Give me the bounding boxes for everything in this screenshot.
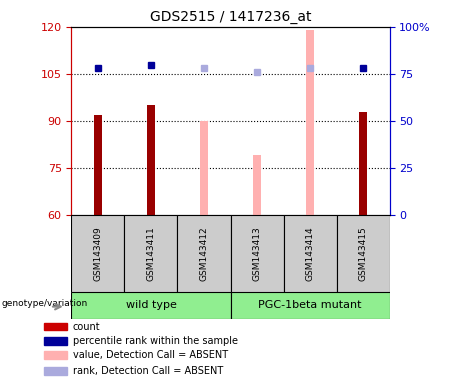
- Bar: [44, 337, 67, 345]
- Bar: [337, 215, 390, 292]
- Text: GSM143412: GSM143412: [200, 226, 208, 281]
- Bar: [200, 121, 208, 215]
- Text: rank, Detection Call = ABSENT: rank, Detection Call = ABSENT: [73, 366, 223, 376]
- Text: GSM143414: GSM143414: [306, 226, 314, 281]
- Bar: [230, 215, 284, 292]
- Text: percentile rank within the sample: percentile rank within the sample: [73, 336, 238, 346]
- Bar: [44, 323, 67, 331]
- Bar: [253, 156, 261, 215]
- Text: count: count: [73, 321, 100, 331]
- Bar: [71, 215, 124, 292]
- Title: GDS2515 / 1417236_at: GDS2515 / 1417236_at: [150, 10, 311, 25]
- Bar: [94, 115, 102, 215]
- Bar: [230, 292, 390, 319]
- Bar: [177, 215, 230, 292]
- Bar: [44, 367, 67, 375]
- Bar: [124, 215, 177, 292]
- Bar: [359, 112, 367, 215]
- Bar: [71, 292, 230, 319]
- Bar: [44, 351, 67, 359]
- Text: GSM143415: GSM143415: [359, 226, 367, 281]
- Text: GSM143413: GSM143413: [253, 226, 261, 281]
- Text: genotype/variation: genotype/variation: [1, 300, 88, 308]
- Bar: [306, 30, 314, 215]
- Text: wild type: wild type: [125, 300, 177, 310]
- Bar: [284, 215, 337, 292]
- Text: PGC-1beta mutant: PGC-1beta mutant: [258, 300, 362, 310]
- Text: value, Detection Call = ABSENT: value, Detection Call = ABSENT: [73, 350, 228, 360]
- Text: GSM143409: GSM143409: [94, 226, 102, 281]
- Bar: [147, 105, 155, 215]
- Text: GSM143411: GSM143411: [147, 226, 155, 281]
